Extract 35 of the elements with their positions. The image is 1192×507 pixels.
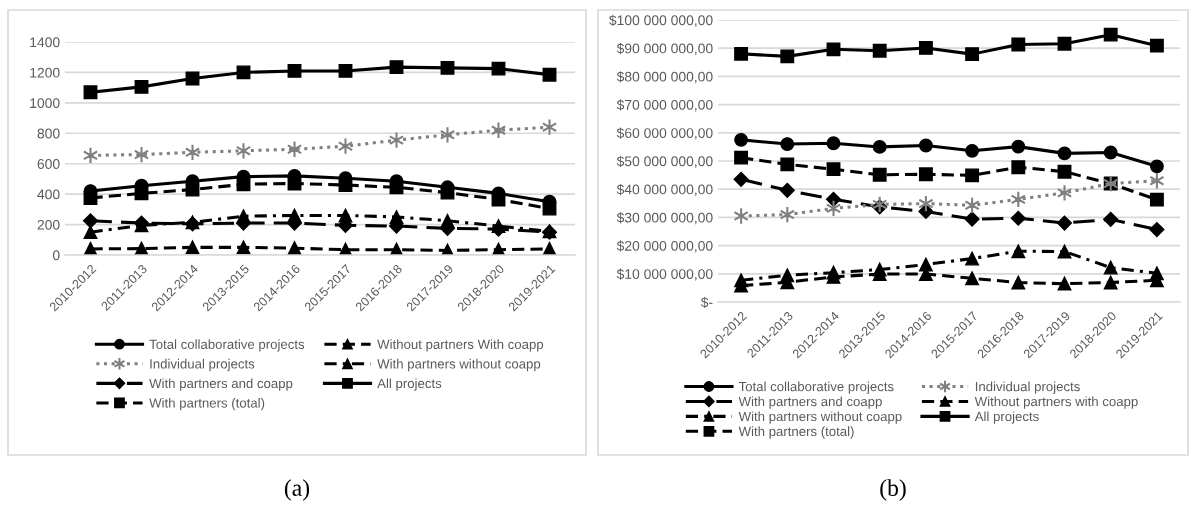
legend-label: With partners (total)	[149, 397, 265, 411]
y-tick-label: $-	[700, 296, 713, 308]
legend-label: Without partners with coapp	[974, 396, 1138, 409]
y-tick-label: 400	[37, 189, 60, 200]
y-tick-label: $10 000 000,00	[616, 268, 713, 281]
legend-label: Without partners With coapp	[377, 339, 544, 352]
legend-label: Total collaborative projects	[149, 339, 305, 352]
legend-label: Individual projects	[975, 381, 1080, 394]
y-tick-label: $80 000 000,00	[616, 71, 713, 84]
legend-label: All projects	[377, 378, 442, 391]
y-tick-label: 0	[52, 250, 60, 261]
y-tick-label: 1200	[30, 67, 60, 78]
y-tick-label: 600	[37, 159, 60, 169]
text: (a)	[284, 479, 310, 501]
y-tick-label: $90 000 000,00	[616, 42, 713, 56]
y-tick-label: $50 000 000,00	[616, 155, 713, 168]
y-tick-label: 1000	[30, 98, 60, 109]
y-tick-label: $100 000 000,00	[609, 14, 713, 27]
y-tick-label: 200	[37, 219, 60, 230]
legend-label: With partners without coapp	[738, 411, 902, 424]
legend-label: With partners and coapp	[149, 378, 293, 391]
legend-label: With partners (total)	[738, 426, 854, 439]
legend-label: Total collaborative projects	[738, 381, 894, 394]
y-tick-label: 1400	[30, 37, 60, 48]
legend-label: With partners and coapp	[738, 396, 882, 409]
legend-label: All projects	[974, 411, 1039, 424]
y-tick-label: $70 000 000,00	[616, 99, 713, 112]
text: (b)	[880, 479, 906, 501]
legend-label: Individual projects	[150, 358, 255, 372]
legend-label: With partners without coapp	[377, 358, 541, 372]
y-tick-label: $60 000 000,00	[616, 127, 713, 140]
y-tick-label: 800	[37, 128, 60, 139]
y-tick-label: $40 000 000,00	[616, 183, 713, 197]
y-tick-label: $20 000 000,00	[616, 240, 713, 253]
y-tick-label: $30 000 000,00	[616, 212, 713, 225]
